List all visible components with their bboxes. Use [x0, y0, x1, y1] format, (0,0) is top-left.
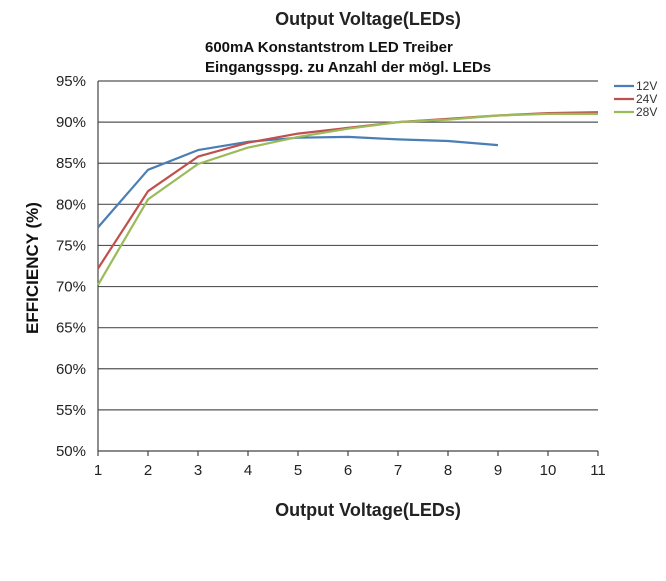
y-tick-labels: 50% 55% 60% 65% 70% 75% 80% 85% 90% 95% [56, 73, 86, 460]
y-tick-label: 85% [56, 155, 86, 172]
y-tick-label: 95% [56, 73, 86, 90]
legend-label-24V: 24V [636, 92, 657, 106]
gridlines [97, 80, 599, 456]
x-tick-label: 10 [540, 462, 557, 479]
y-tick-label: 55% [56, 402, 86, 419]
x-tick-label: 8 [444, 462, 452, 479]
x-tick-label: 9 [494, 462, 502, 479]
x-tick-label: 1 [94, 462, 102, 479]
y-tick-label: 65% [56, 320, 86, 337]
legend-label-28V: 28V [636, 105, 657, 119]
x-tick-label: 6 [344, 462, 352, 479]
y-tick-label: 50% [56, 443, 86, 460]
x-tick-label: 11 [590, 462, 606, 479]
x-tick-labels: 1 2 3 4 5 6 7 8 9 10 11 [94, 462, 606, 479]
x-tick-label: 3 [194, 462, 202, 479]
x-tick-label: 5 [294, 462, 302, 479]
y-tick-label: 70% [56, 279, 86, 296]
y-axis-label: EFFICIENCY (%) [23, 202, 42, 334]
series-lines [97, 111, 599, 286]
y-tick-label: 80% [56, 196, 86, 213]
y-tick-label: 60% [56, 361, 86, 378]
series-line-28V [97, 112, 598, 286]
chart-title: Output Voltage(LEDs) [275, 9, 461, 29]
x-tick-label: 4 [244, 462, 252, 479]
series-line-12V [97, 135, 499, 229]
x-tick-label: 2 [144, 462, 152, 479]
chart-subtitle-line-2: Eingangsspg. zu Anzahl der mögl. LEDs [205, 59, 491, 76]
y-tick-label: 75% [56, 237, 86, 254]
legend-label-12V: 12V [636, 79, 657, 93]
x-tick-label: 7 [394, 462, 402, 479]
x-axis-label: Output Voltage(LEDs) [275, 500, 461, 520]
y-tick-label: 90% [56, 114, 86, 131]
chart-subtitle-line-1: 600mA Konstantstrom LED Treiber [205, 39, 453, 56]
